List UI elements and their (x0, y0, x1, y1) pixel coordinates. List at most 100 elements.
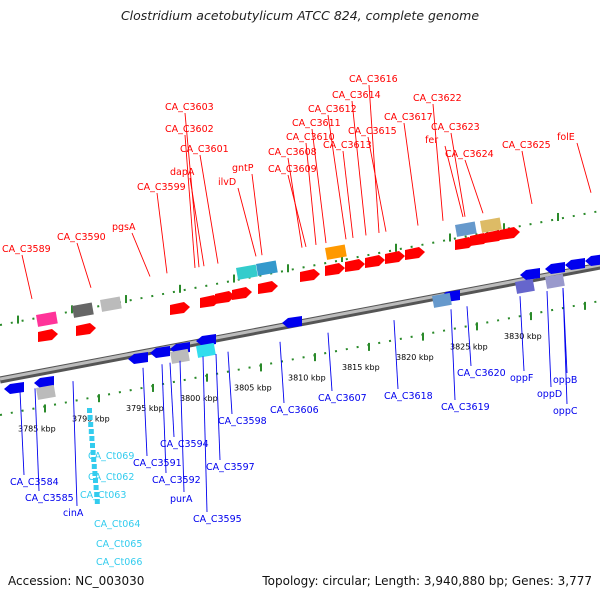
reverse-gene-label: CA_C3606 (270, 405, 319, 416)
forward-gene-arrow (385, 251, 405, 264)
reverse-gene-label: oppD (537, 389, 562, 400)
rna-feature (87, 408, 92, 413)
forward-leader-line (156, 192, 168, 274)
reverse-leader-line (546, 291, 552, 388)
forward-gene-arrow (500, 227, 520, 240)
forward-leader-line (305, 142, 317, 246)
forward-gene-block (324, 244, 347, 260)
reverse-leader-line (19, 391, 25, 476)
rna-label: CA_Ct069 (88, 451, 134, 462)
forward-gene-label: CA_C3602 (165, 124, 214, 135)
scale-label: 3825 kbp (450, 343, 488, 352)
forward-gene-label: CA_C3625 (502, 140, 551, 151)
rna-label: CA_Ct065 (96, 539, 142, 550)
reverse-leader-line (519, 296, 525, 372)
forward-gene-arrow (325, 263, 345, 276)
forward-leader-line (131, 232, 151, 277)
forward-gene-arrow (300, 269, 320, 282)
forward-gene-block (236, 264, 258, 280)
forward-leader-line (237, 187, 257, 257)
forward-leader-line (403, 122, 419, 226)
forward-gene-arrow (405, 247, 425, 260)
reverse-gene-label: CA_C3620 (457, 368, 506, 379)
forward-gene-label: CA_C3589 (2, 244, 51, 255)
reverse-gene-block (170, 348, 190, 364)
forward-leader-line (432, 103, 444, 221)
reverse-gene-block (515, 278, 535, 294)
forward-gene-arrow (76, 323, 96, 336)
forward-gene-arrow (38, 329, 58, 342)
rna-label: CA_Ct062 (88, 472, 134, 483)
reverse-gene-block (36, 384, 56, 400)
forward-gene-label: CA_C3611 (292, 118, 341, 129)
reverse-gene-label: CA_C3618 (384, 391, 433, 402)
reverse-gene-arrow (565, 258, 585, 270)
forward-gene-label: CA_C3622 (413, 93, 462, 104)
reverse-leader-line (215, 353, 221, 461)
accession-label: Accession: NC_003030 (8, 574, 145, 588)
forward-leader-line (368, 84, 380, 234)
reverse-gene-arrow (545, 262, 565, 274)
forward-leader-line (184, 134, 196, 268)
forward-leader-line (342, 150, 354, 238)
reverse-gene-label: oppB (553, 375, 577, 386)
rna-label: CA_Ct064 (94, 519, 140, 530)
reverse-gene-block (545, 273, 565, 289)
forward-gene-arrow (170, 302, 190, 315)
forward-leader-line (367, 136, 387, 232)
forward-gene-arrow (215, 291, 235, 304)
forward-gene-label: CA_C3608 (268, 147, 317, 158)
forward-leader-line (199, 154, 219, 264)
reverse-leader-line (227, 351, 233, 415)
rna-label: CA_Ct066 (96, 557, 142, 568)
forward-gene-block (455, 221, 477, 237)
rna-feature (88, 422, 94, 427)
reverse-gene-label: oppC (553, 406, 578, 417)
reverse-gene-label: CA_C3592 (152, 475, 201, 486)
rna-feature (91, 457, 97, 462)
reverse-leader-line (450, 309, 456, 401)
forward-gene-label: CA_C3609 (268, 164, 317, 175)
reverse-gene-label: CA_C3595 (193, 514, 242, 525)
reverse-gene-label: cinA (63, 508, 84, 519)
reverse-leader-line (202, 356, 208, 513)
reverse-gene-label: oppF (510, 373, 533, 384)
reverse-gene-label: purA (170, 494, 193, 505)
reverse-gene-arrow (150, 346, 170, 358)
forward-gene-label: CA_C3617 (384, 112, 433, 123)
reverse-gene-label: CA_C3619 (441, 402, 490, 413)
scale-label: 3810 kbp (288, 373, 326, 382)
reverse-gene-block (195, 342, 216, 358)
rna-feature (90, 443, 95, 448)
scale-label: 3800 kbp (180, 394, 218, 403)
reverse-leader-line (279, 341, 285, 404)
forward-leader-line (76, 242, 92, 288)
reverse-leader-line (142, 367, 148, 457)
reverse-gene-label: CA_C3591 (133, 458, 182, 469)
forward-gene-block (256, 260, 278, 276)
forward-leader-line (521, 150, 533, 205)
genome-summary-label: Topology: circular; Length: 3,940,880 bp… (262, 574, 592, 588)
reverse-gene-label: CA_C3585 (25, 493, 74, 504)
reverse-gene-arrow (282, 316, 302, 328)
reverse-leader-line (327, 332, 333, 392)
forward-gene-label: CA_C3612 (308, 104, 357, 115)
forward-leader-line (184, 112, 200, 268)
scale-label: 3805 kbp (234, 384, 272, 393)
scale-label: 3815 kbp (342, 363, 380, 372)
forward-gene-label: CA_C3616 (349, 74, 398, 85)
rna-feature (90, 450, 96, 455)
forward-gene-label: CA_C3623 (431, 122, 480, 133)
reverse-gene-label: CA_C3598 (218, 416, 267, 427)
forward-gene-label: gntP (232, 163, 254, 174)
rna-feature (93, 478, 98, 483)
rna-feature (89, 436, 95, 441)
reverse-gene-arrow (4, 382, 24, 394)
forward-gene-label: fer (425, 135, 438, 146)
reverse-leader-line (466, 306, 472, 367)
forward-leader-line (327, 114, 347, 240)
reverse-leader-line (169, 362, 175, 438)
forward-gene-label: CA_C3599 (137, 182, 186, 193)
forward-gene-label: CA_C3613 (323, 140, 372, 151)
